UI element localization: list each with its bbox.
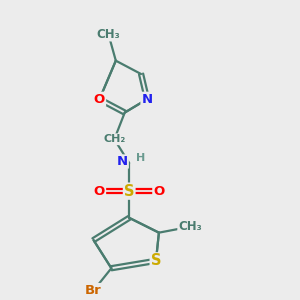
Text: O: O — [153, 184, 164, 198]
Text: O: O — [94, 184, 105, 198]
Text: S: S — [151, 253, 161, 268]
Text: H: H — [136, 153, 145, 163]
Text: N: N — [117, 155, 128, 168]
Text: CH₂: CH₂ — [103, 134, 125, 144]
Text: Br: Br — [85, 284, 102, 297]
Text: CH₃: CH₃ — [97, 28, 120, 40]
Text: CH₃: CH₃ — [178, 220, 202, 233]
Text: S: S — [124, 184, 134, 199]
Text: O: O — [94, 93, 105, 106]
Text: N: N — [142, 93, 153, 106]
